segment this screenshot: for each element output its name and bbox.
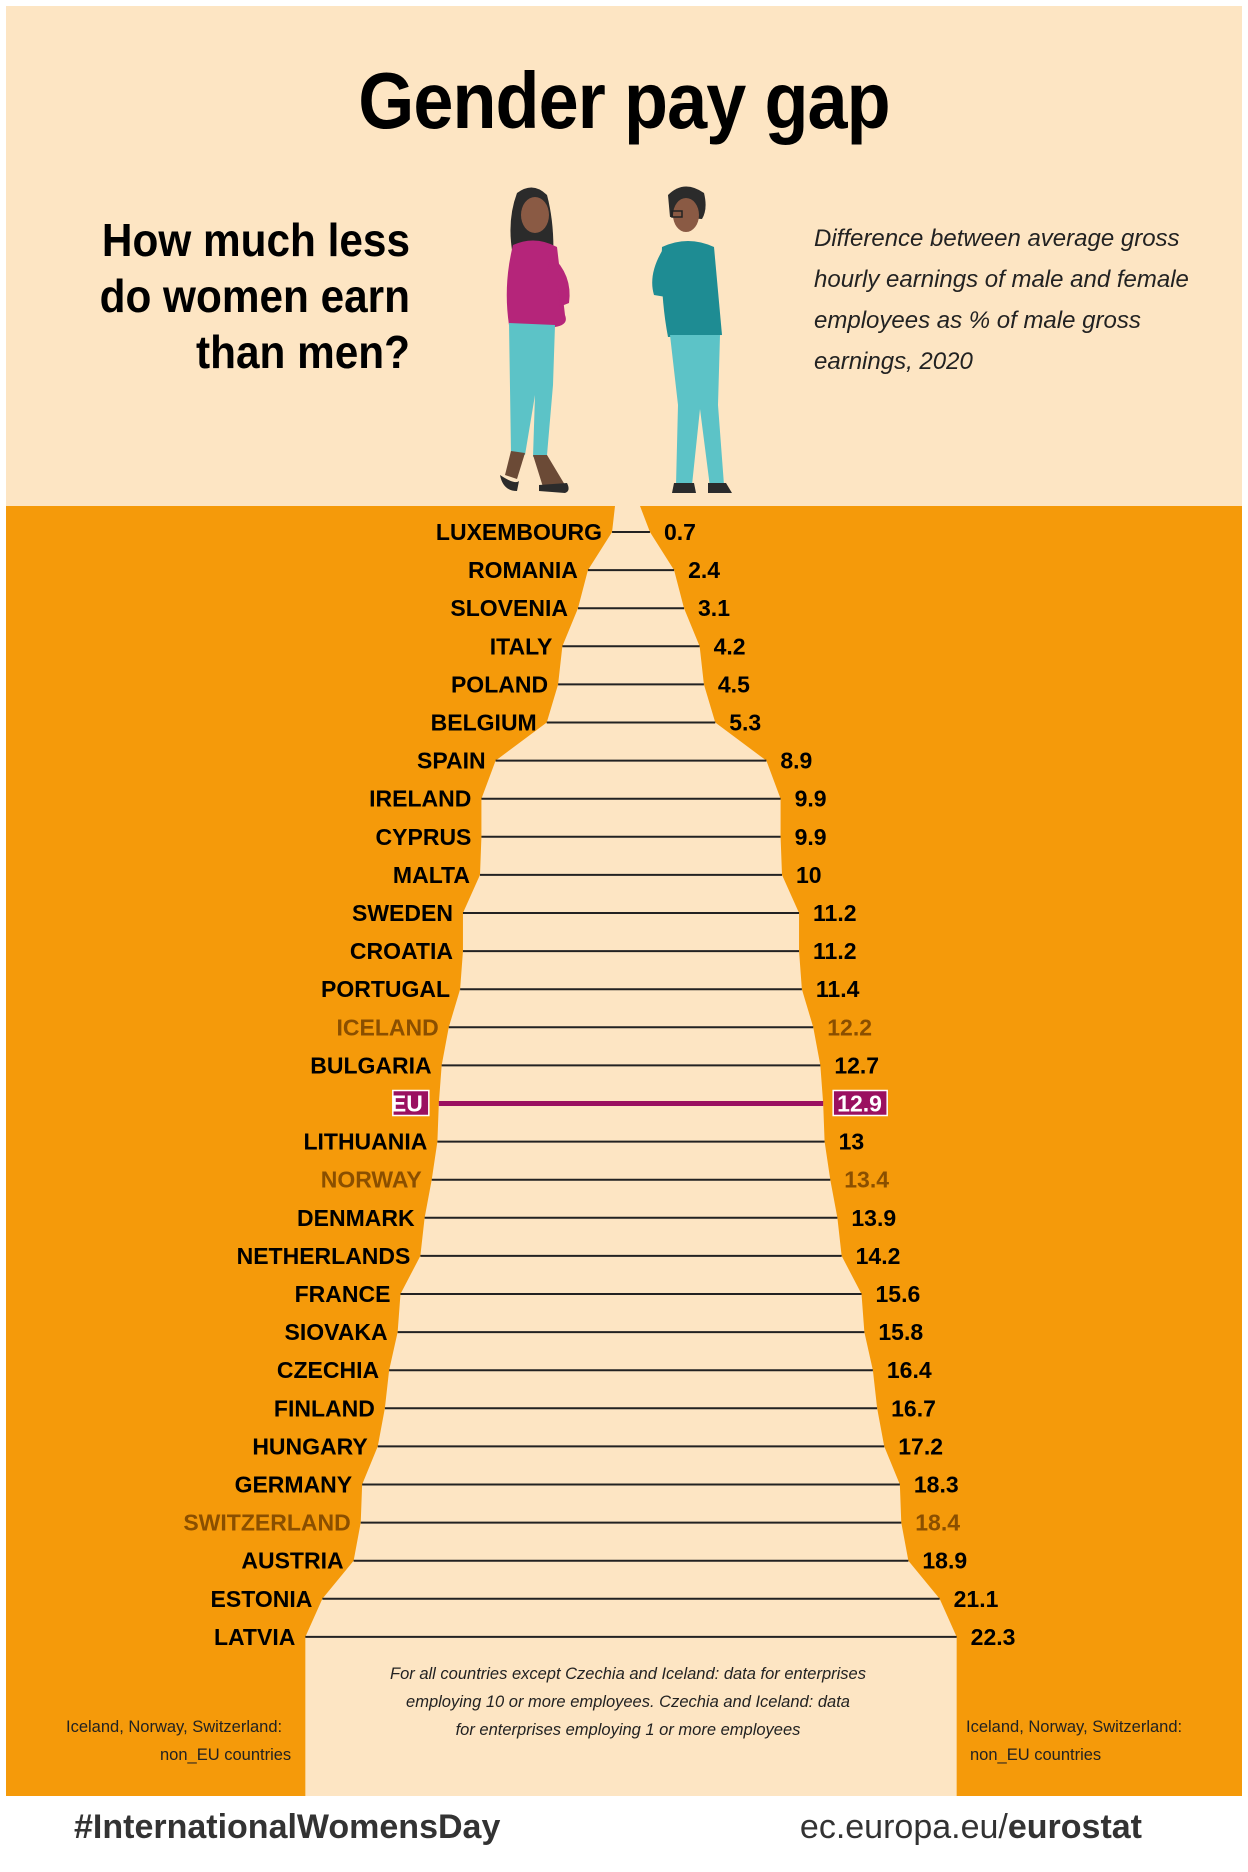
country-label: IRELAND	[369, 786, 471, 812]
country-label: NETHERLANDS	[237, 1243, 411, 1269]
value-label: 9.9	[795, 786, 827, 812]
country-label: ICELAND	[337, 1014, 439, 1040]
question-line: do women earn	[99, 270, 410, 322]
woman-figure-illustration	[500, 187, 570, 493]
eurostat-site-link[interactable]: ec.europa.eu/eurostat	[800, 1808, 1142, 1847]
site-prefix: ec.europa.eu/	[799, 1808, 1008, 1846]
header-panel	[6, 6, 1242, 508]
value-label: 13	[839, 1129, 865, 1155]
value-label: 16.7	[891, 1395, 936, 1421]
country-label: SWITZERLAND	[183, 1510, 350, 1536]
country-label: BELGIUM	[431, 710, 537, 736]
country-label: LUXEMBOURG	[436, 519, 602, 545]
footnote-line: for enterprises employing 1 or more empl…	[455, 1721, 801, 1739]
country-label: AUSTRIA	[241, 1548, 343, 1574]
value-label: 8.9	[780, 748, 812, 774]
value-label: 3.1	[698, 595, 730, 621]
country-label: CROATIA	[350, 938, 453, 964]
country-label: HUNGARY	[252, 1433, 367, 1459]
country-label: ROMANIA	[468, 557, 578, 583]
country-label: LITHUANIA	[303, 1129, 427, 1155]
country-label: EU	[391, 1091, 423, 1117]
country-label: ESTONIA	[211, 1586, 313, 1612]
country-label: CYPRUS	[376, 824, 472, 850]
hashtag-link[interactable]: #InternationalWomensDay	[74, 1808, 501, 1846]
non-eu-note-line: non_EU countries	[970, 1746, 1102, 1764]
country-label: SPAIN	[417, 748, 486, 774]
country-label: ITALY	[490, 633, 553, 659]
value-label: 12.7	[834, 1052, 879, 1078]
non-eu-note-line: Iceland, Norway, Switzerland:	[966, 1718, 1183, 1736]
value-label: 9.9	[795, 824, 827, 850]
non-eu-note-line: Iceland, Norway, Switzerland:	[66, 1718, 283, 1736]
non-eu-note-right: Iceland, Norway, Switzerland: non_EU cou…	[966, 1713, 1206, 1769]
value-label: 11.2	[813, 900, 857, 926]
value-label: 18.4	[915, 1510, 960, 1536]
value-label: 0.7	[664, 519, 696, 545]
value-label: 4.5	[718, 671, 750, 697]
non-eu-note-line: non_EU countries	[160, 1746, 292, 1764]
value-label: 12.9	[837, 1091, 882, 1117]
value-label: 10	[796, 862, 822, 888]
country-label: FRANCE	[295, 1281, 391, 1307]
value-label: 12.2	[827, 1014, 872, 1040]
value-label: 11.2	[813, 938, 857, 964]
country-label: SLOVENIA	[450, 595, 568, 621]
eu-value-badge	[832, 1089, 888, 1117]
value-label: 2.4	[688, 557, 720, 583]
country-label: DENMARK	[297, 1205, 415, 1231]
value-label: 13.9	[851, 1205, 896, 1231]
value-label: 11.4	[816, 976, 860, 1002]
question-heading: How much less do women earn than men?	[24, 212, 410, 380]
country-label: MALTA	[393, 862, 470, 888]
country-label: NORWAY	[321, 1167, 422, 1193]
country-label: CZECHIA	[277, 1357, 379, 1383]
country-label: SIOVAKA	[285, 1319, 388, 1345]
value-label: 14.2	[856, 1243, 901, 1269]
country-label: GERMANY	[235, 1472, 353, 1498]
value-label: 4.2	[714, 633, 746, 659]
value-label: 13.4	[844, 1167, 889, 1193]
question-line: than men?	[196, 326, 410, 378]
country-label: BULGARIA	[310, 1052, 431, 1078]
country-label: LATVIA	[214, 1624, 295, 1650]
value-label: 16.4	[887, 1357, 932, 1383]
country-label: PORTUGAL	[321, 976, 450, 1002]
country-label: SWEDEN	[352, 900, 453, 926]
page-title: Gender pay gap	[358, 56, 890, 145]
value-label: 15.8	[878, 1319, 923, 1345]
country-label: POLAND	[451, 671, 548, 697]
subtitle: Difference between average gross hourly …	[814, 225, 1189, 375]
site-brand: eurostat	[1007, 1808, 1142, 1846]
value-label: 22.3	[971, 1624, 1016, 1650]
eu-label-badge	[392, 1089, 430, 1117]
footnote-line: For all countries except Czechia and Ice…	[389, 1665, 866, 1683]
man-figure-illustration	[652, 186, 732, 493]
value-label: 15.6	[876, 1281, 921, 1307]
question-line: How much less	[101, 214, 410, 266]
footnote-line: employing 10 or more employees. Czechia …	[406, 1693, 850, 1711]
country-label: FINLAND	[274, 1395, 375, 1421]
footer-bar	[6, 1796, 1242, 1868]
non-eu-note-left: Iceland, Norway, Switzerland: non_EU cou…	[66, 1713, 306, 1769]
value-label: 18.9	[922, 1548, 967, 1574]
value-label: 21.1	[954, 1586, 999, 1612]
chart-shape-left	[305, 506, 957, 1796]
value-label: 17.2	[898, 1433, 943, 1459]
value-label: 18.3	[914, 1472, 959, 1498]
value-label: 5.3	[729, 710, 761, 736]
data-footnote: For all countries except Czechia and Ice…	[370, 1660, 886, 1744]
